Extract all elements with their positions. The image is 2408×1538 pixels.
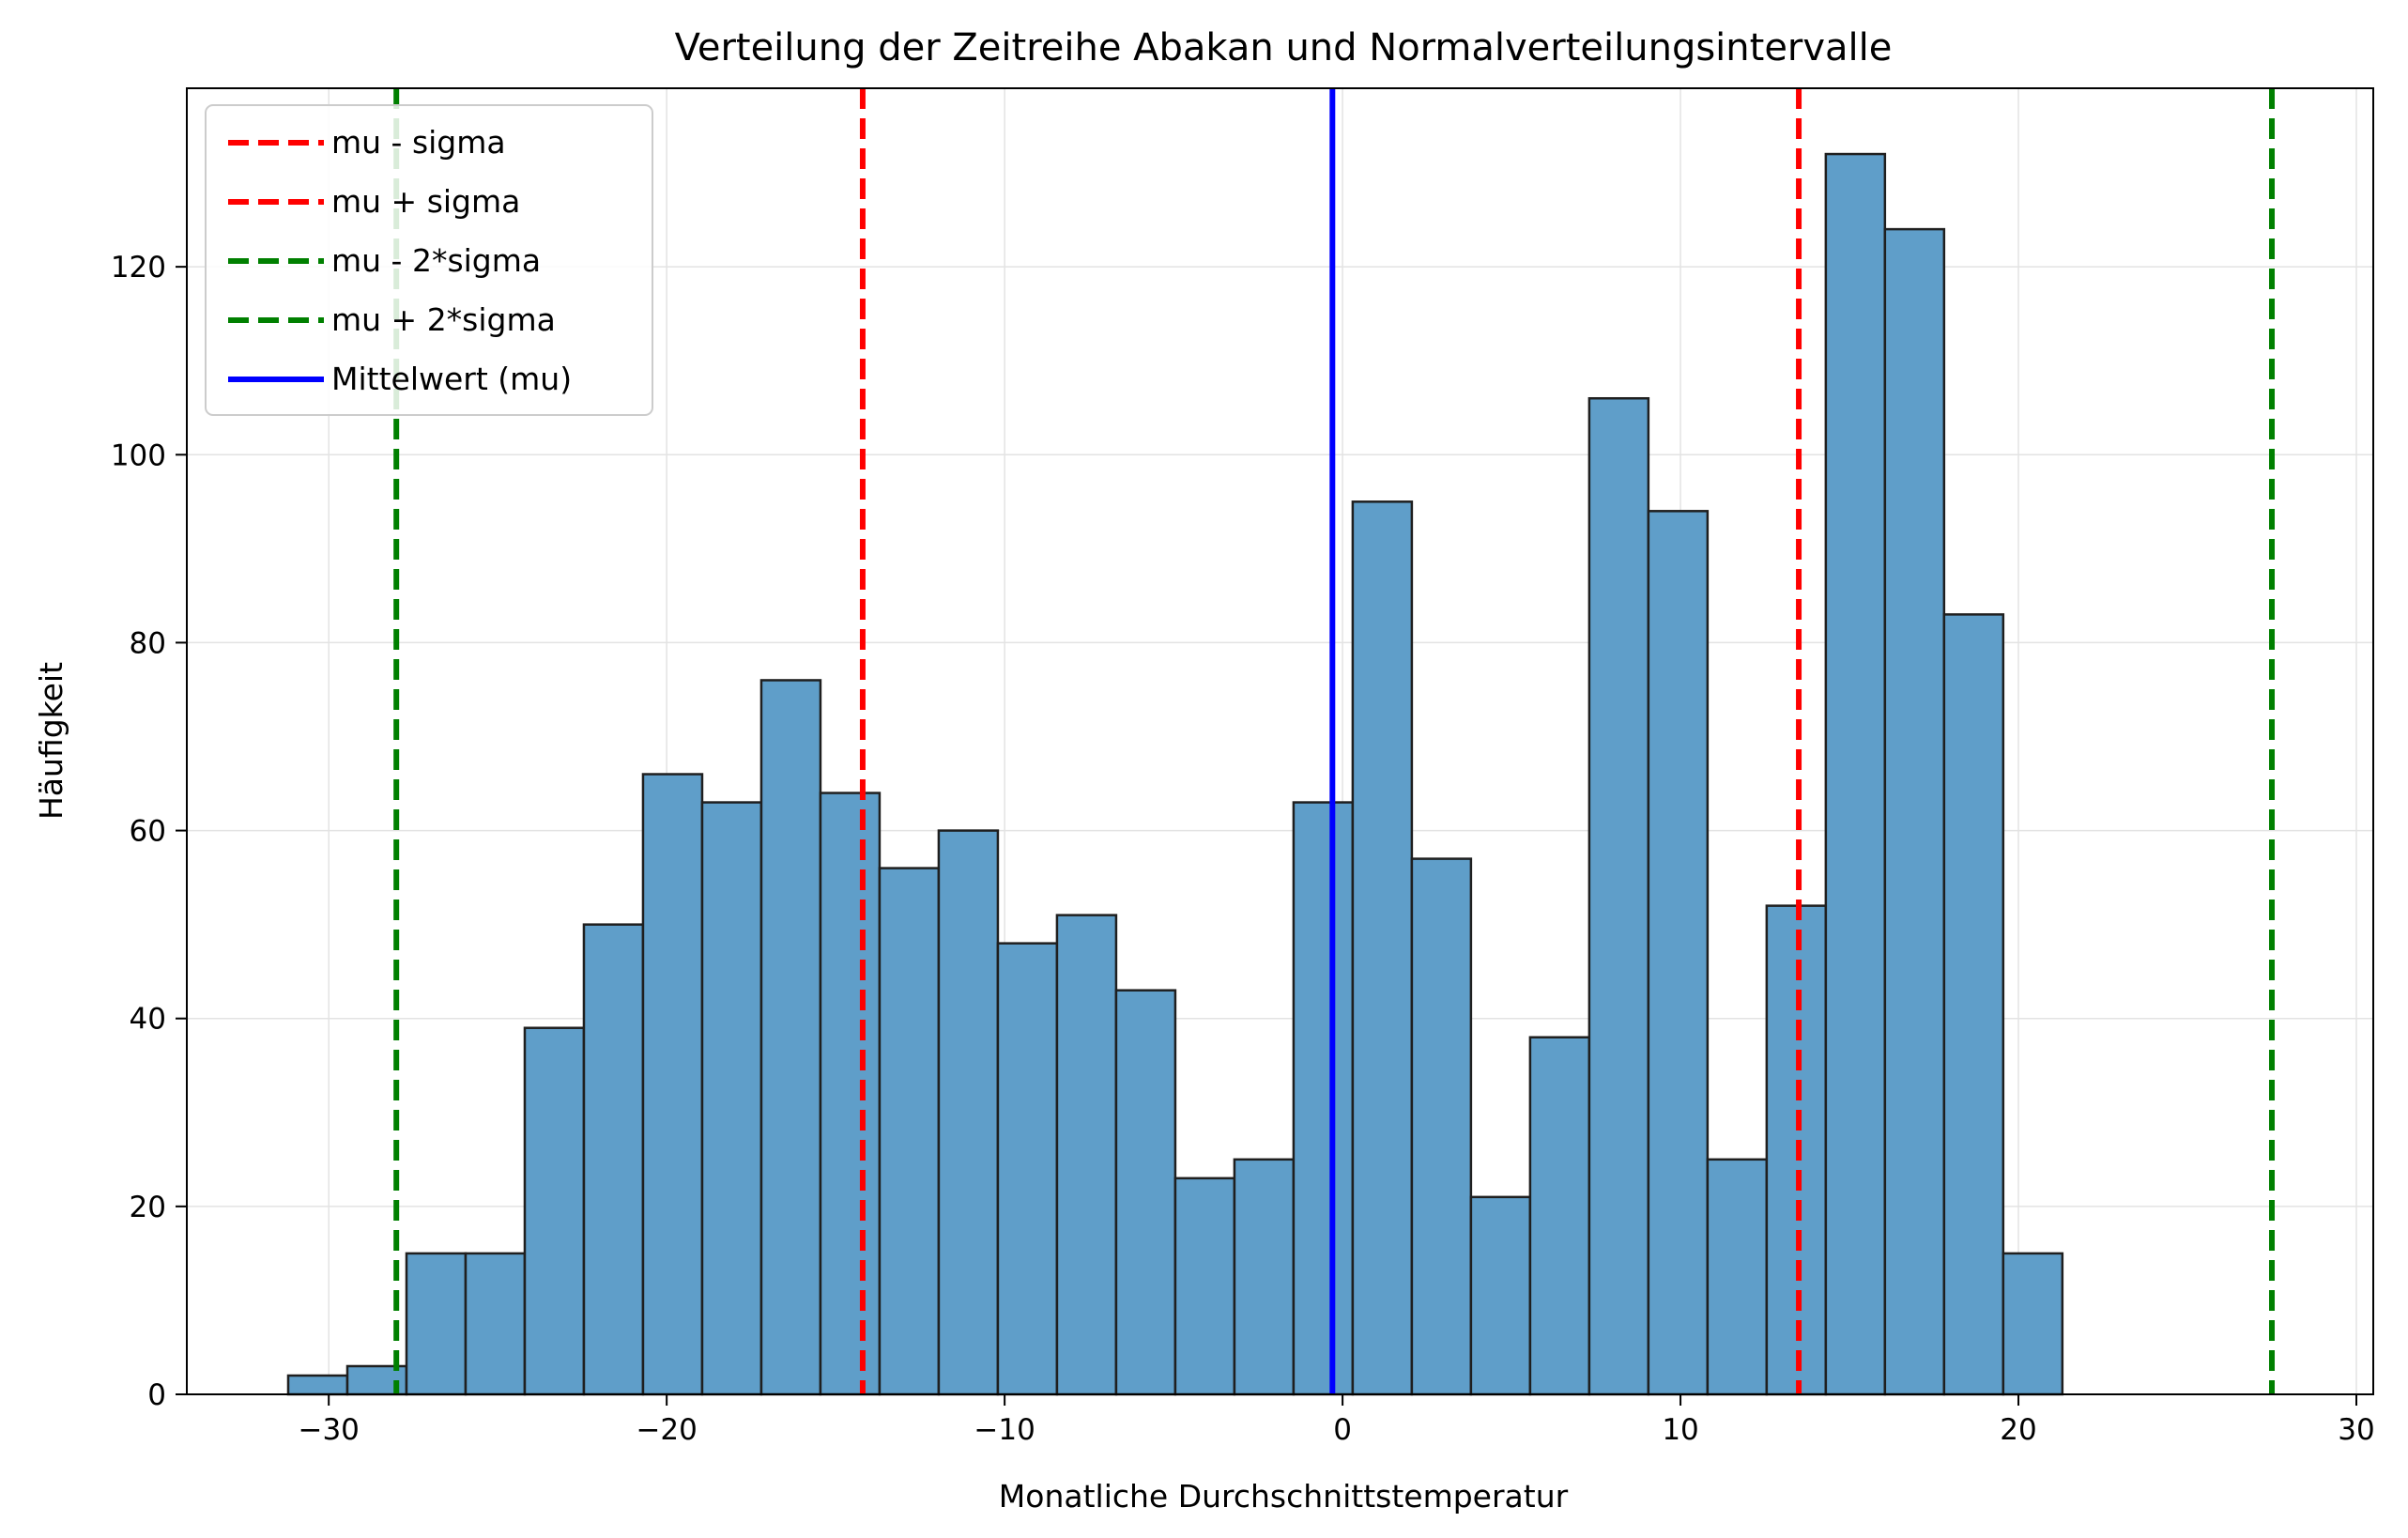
plot-area-frame [186,87,2374,1395]
histogram-bar-14 [1114,989,1177,1396]
legend-label-2: mu - 2*sigma [331,242,541,279]
histogram-bar-16 [1233,1158,1296,1396]
histogram-bar-6 [641,773,704,1396]
legend-box [205,104,653,416]
histogram-bar-15 [1173,1177,1236,1396]
histogram-bar-21 [1528,1036,1591,1396]
y-axis-ticks: 0 20 40 60 80 100 120 [111,251,187,1412]
histogram-bar-13 [1055,914,1118,1396]
histogram-bars [286,152,2064,1396]
histogram-bar-20 [1469,1195,1532,1396]
x-tick-label-5: 20 [2000,1413,2036,1447]
histogram-bar-7 [700,801,763,1396]
histogram-bar-12 [996,942,1059,1396]
y-tick-label-4: 80 [130,626,166,660]
legend-label-1: mu + sigma [331,183,520,220]
x-axis-ticks: −30 −20 −10 0 10 20 30 [298,1394,2375,1447]
legend-label-3: mu + 2*sigma [331,301,556,338]
legend: mu - sigma mu + sigma mu - 2*sigma mu + 2*s… [205,104,653,416]
histogram-bar-22 [1587,396,1650,1396]
histogram-bar-0 [286,1374,349,1396]
x-tick-label-0: −30 [298,1413,359,1447]
x-tick-label-3: 0 [1333,1413,1352,1447]
histogram-bar-26 [1824,152,1887,1396]
x-tick-label-2: −10 [974,1413,1035,1447]
legend-label-0: mu - sigma [331,124,506,161]
histogram-bar-18 [1351,500,1414,1396]
x-tick-label-4: 10 [1662,1413,1698,1447]
y-tick-label-0: 0 [147,1378,166,1412]
y-axis-title: Häufigkeit [33,662,69,820]
y-tick-label-1: 20 [130,1191,166,1224]
histogram-bar-28 [1942,613,2005,1396]
y-tick-label-3: 60 [130,815,166,849]
histogram-bar-17 [1292,801,1355,1396]
histogram-bar-9 [819,792,882,1396]
legend-label-4: Mittelwert (mu) [331,361,572,397]
histogram-bar-3 [464,1252,527,1396]
x-axis-title: Monatliche Durchschnittstemperatur [999,1478,1569,1515]
histogram-bar-23 [1647,510,1710,1396]
y-tick-label-6: 120 [111,251,166,285]
histogram-bar-5 [582,923,645,1396]
histogram-bar-2 [405,1252,468,1396]
histogram-bar-29 [2002,1252,2064,1396]
histogram-bar-10 [878,867,941,1396]
histogram-bar-11 [937,829,1000,1396]
histogram-bar-24 [1706,1158,1769,1396]
histogram-bar-8 [759,679,822,1396]
histogram-bar-27 [1883,227,1946,1396]
x-tick-label-6: 30 [2338,1413,2374,1447]
histogram-bar-19 [1410,857,1473,1396]
histogram-bar-4 [523,1026,586,1396]
chart-title: Verteilung der Zeitreihe Abakan und Norm… [675,26,1893,69]
y-tick-label-2: 40 [130,1003,166,1037]
y-tick-label-5: 100 [111,438,166,472]
x-tick-label-1: −20 [636,1413,697,1447]
